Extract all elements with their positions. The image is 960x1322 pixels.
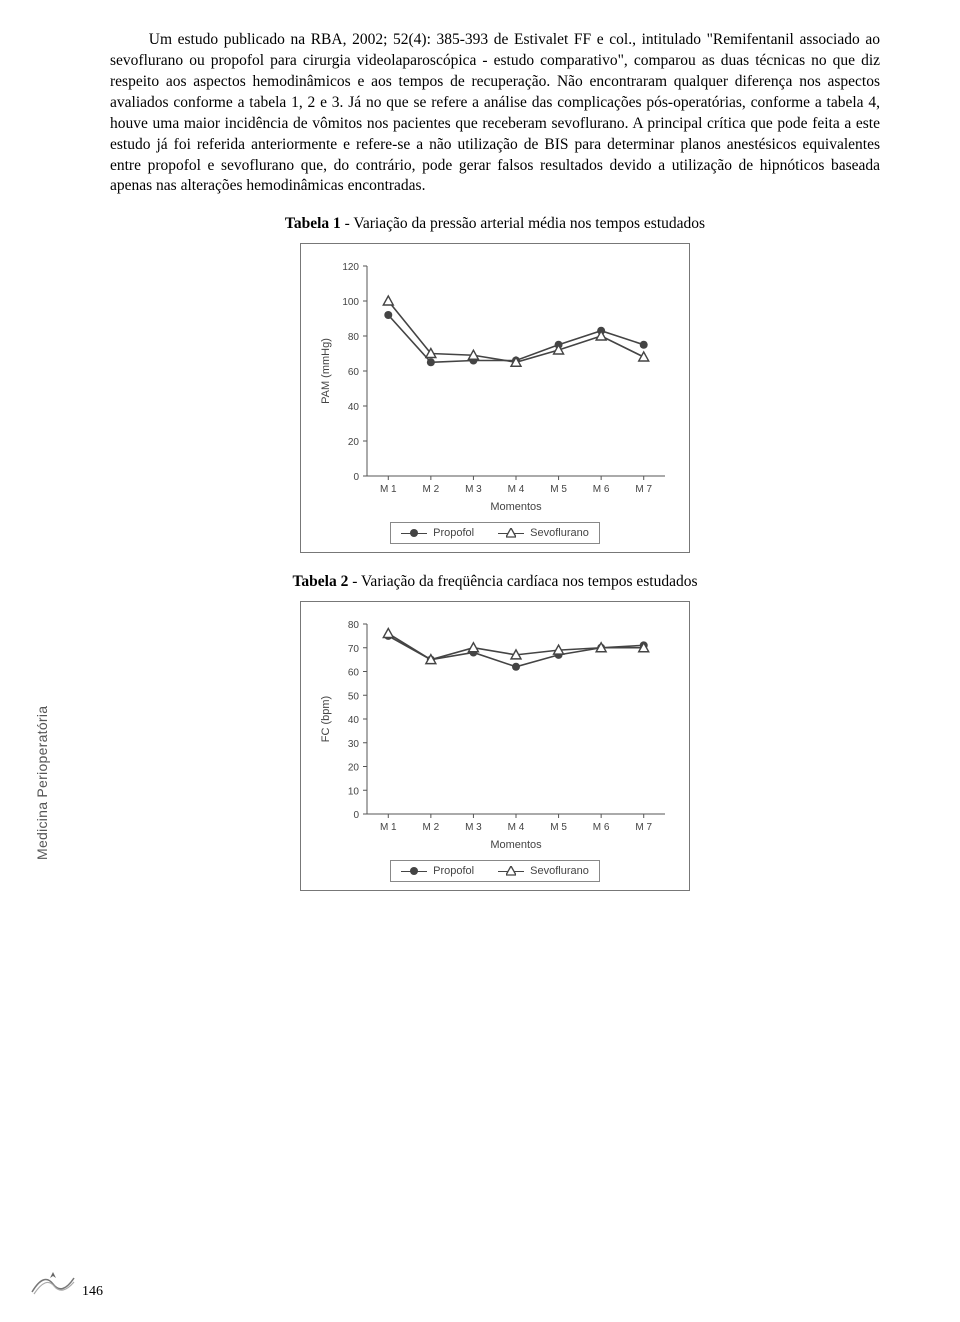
svg-text:M 6: M 6 [593,822,610,833]
svg-text:M 3: M 3 [465,484,482,495]
chart1-wrap: 0 20 40 60 80 100 120 M 1 M 2 M 3 M 4 M 5 M 6 M 7 Mome… [110,243,880,553]
svg-text:M 2: M 2 [423,484,440,495]
page-number: 146 [82,1284,103,1300]
chart2-wrap: 0 10 20 30 40 50 60 70 80 M 1 M 2 M 3 M 4 M 5 M 6 M 7 Mo… [110,601,880,891]
svg-text:M 5: M 5 [550,484,567,495]
table1-caption: Tabela 1 - Variação da pressão arterial … [110,215,880,233]
table1-caption-rest: - Variação da pressão arterial média nos… [341,215,705,232]
svg-text:M 7: M 7 [635,822,652,833]
table2-caption-bold: Tabela 2 [292,573,348,590]
svg-text:80: 80 [348,620,360,631]
svg-text:M 1: M 1 [380,822,397,833]
svg-text:40: 40 [348,715,360,726]
svg-text:60: 60 [348,668,360,679]
table2-caption-rest: - Variação da freqüência cardíaca nos te… [348,573,697,590]
footer-logo-icon [30,1268,76,1298]
body-paragraph: Um estudo publicado na RBA, 2002; 52(4):… [110,30,880,197]
svg-text:PAM (mmHg): PAM (mmHg) [320,338,332,404]
svg-text:80: 80 [348,332,360,343]
chart1: 0 20 40 60 80 100 120 M 1 M 2 M 3 M 4 M 5 M 6 M 7 Mome… [300,243,690,553]
legend-mark-triangle [498,528,524,538]
svg-text:M 2: M 2 [423,822,440,833]
legend-label-propofol: Propofol [433,527,474,539]
legend-mark-circle-2 [401,866,427,876]
table2-caption: Tabela 2 - Variação da freqüência cardía… [110,573,880,591]
svg-text:120: 120 [342,262,359,273]
svg-text:M 5: M 5 [550,822,567,833]
svg-text:M 4: M 4 [508,822,525,833]
page: Um estudo publicado na RBA, 2002; 52(4):… [0,0,960,931]
svg-text:0: 0 [353,810,359,821]
legend-propofol-2: Propofol [401,865,474,877]
legend-label-sevoflurano-2: Sevoflurano [530,865,589,877]
svg-text:M 1: M 1 [380,484,397,495]
svg-text:Momentos: Momentos [490,839,542,851]
svg-text:M 4: M 4 [508,484,525,495]
chart1-svg: 0 20 40 60 80 100 120 M 1 M 2 M 3 M 4 M 5 M 6 M 7 Mome… [315,256,675,516]
legend-sevoflurano: Sevoflurano [498,527,589,539]
legend-mark-triangle-2 [498,866,524,876]
svg-text:60: 60 [348,367,360,378]
table1-caption-bold: Tabela 1 [285,215,341,232]
legend-label-propofol-2: Propofol [433,865,474,877]
svg-text:0: 0 [353,472,359,483]
svg-text:30: 30 [348,739,360,750]
legend-sevoflurano-2: Sevoflurano [498,865,589,877]
legend-label-sevoflurano: Sevoflurano [530,527,589,539]
chart1-legend: Propofol Sevoflurano [390,522,600,544]
legend-propofol: Propofol [401,527,474,539]
svg-text:M 7: M 7 [635,484,652,495]
svg-text:Momentos: Momentos [490,501,542,513]
svg-text:20: 20 [348,763,360,774]
svg-text:70: 70 [348,644,360,655]
svg-text:40: 40 [348,402,360,413]
legend-mark-circle [401,528,427,538]
chart2: 0 10 20 30 40 50 60 70 80 M 1 M 2 M 3 M 4 M 5 M 6 M 7 Mo… [300,601,690,891]
svg-text:100: 100 [342,297,359,308]
chart2-legend: Propofol Sevoflurano [390,860,600,882]
chart2-svg: 0 10 20 30 40 50 60 70 80 M 1 M 2 M 3 M 4 M 5 M 6 M 7 Mo… [315,614,675,854]
svg-text:20: 20 [348,437,360,448]
svg-text:M 3: M 3 [465,822,482,833]
svg-text:FC (bpm): FC (bpm) [320,696,332,742]
svg-text:M 6: M 6 [593,484,610,495]
sidebar-section-label: Medicina Perioperatória [34,706,50,860]
svg-text:10: 10 [348,787,360,798]
svg-text:50: 50 [348,692,360,703]
